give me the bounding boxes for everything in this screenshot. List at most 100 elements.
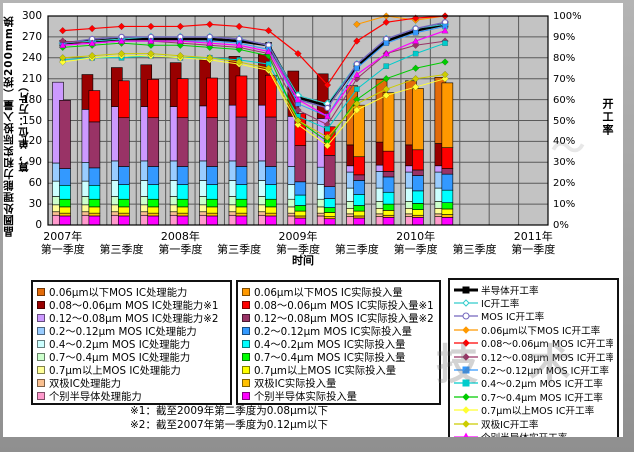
utilization-line	[356, 15, 446, 25]
legend-utilization-item: 0.4～0.2μm MOS IC开工率	[454, 377, 613, 390]
input-bar-segment	[323, 216, 336, 220]
legend-swatch-icon	[37, 287, 45, 296]
legend-label: 0.2～0.12μm MOS IC处理能力	[49, 326, 197, 337]
line-marker	[235, 58, 243, 66]
legend-swatch-icon	[242, 365, 250, 374]
line-marker	[353, 37, 361, 45]
legend-input-item: 0.08～0.06μm MOS IC实际投入量※1	[242, 298, 435, 311]
line-marker	[117, 49, 126, 58]
legend-capacity-item: 0.4～0.2μm MOS IC处理能力	[37, 337, 226, 350]
legend-capacity-item: 个别半导体处理能力	[37, 389, 226, 402]
line-marker	[442, 40, 448, 47]
input-bar-segment	[353, 104, 365, 158]
legend-input-item: 0.12～0.08μm MOS IC实际投入量※2	[242, 311, 435, 324]
line-marker	[264, 64, 273, 73]
input-bar-segment	[176, 184, 189, 200]
utilization-line	[62, 15, 446, 86]
line-marker	[353, 106, 361, 114]
line-marker	[323, 133, 332, 141]
x-axis-year-label: 2011年	[513, 230, 553, 243]
line-marker	[382, 74, 390, 83]
line-marker	[117, 22, 126, 31]
x-axis-quarter-label: 第一季度	[393, 243, 438, 256]
line-marker	[324, 104, 331, 112]
legend-swatch-icon	[242, 378, 250, 387]
input-bar-segment	[412, 203, 424, 210]
legend-swatch-icon	[242, 300, 250, 309]
input-bar-segment	[206, 206, 218, 214]
footnote-1: ※1：截至2009年第二季度为0.08μm以下	[130, 405, 328, 417]
legend-label: 双极IC开工率	[481, 419, 539, 431]
input-bar-segment	[147, 79, 160, 119]
legend-swatch-icon	[242, 313, 250, 322]
legend-line-icon	[454, 379, 478, 387]
right-axis-tick: 50%	[553, 115, 576, 127]
line-marker	[441, 70, 449, 79]
input-bar-segment	[265, 166, 277, 185]
input-bar-segment	[59, 206, 71, 214]
legend-label: 0.2～0.12μm MOS IC开工率	[481, 366, 609, 377]
input-bar-segment	[235, 215, 248, 226]
legend-label: 0.08～0.06μm MOS IC开工率※1	[481, 339, 613, 350]
legend-utilization-item: 0.2～0.12μm MOS IC开工率	[454, 363, 613, 377]
legend-swatch-icon	[37, 326, 45, 335]
line-marker	[294, 95, 302, 103]
left-axis-tick: 300	[21, 10, 42, 22]
line-marker	[147, 49, 155, 58]
input-bar-segment	[147, 212, 160, 217]
legend-swatch-icon	[242, 391, 250, 400]
legend-label: 0.7～0.4μm MOS IC实际投入量	[254, 352, 406, 363]
input-bar-segment	[323, 212, 336, 217]
line-marker	[411, 64, 420, 73]
line-marker	[176, 51, 185, 60]
input-bar-segment	[88, 198, 101, 208]
legend-capacity-item: 0.7～0.4μm MOS IC处理能力	[37, 350, 226, 363]
legend-input-item: 双极IC实际投入量	[242, 376, 435, 389]
input-bar-segment	[382, 210, 395, 216]
x-axis-year-label: 2007年	[43, 230, 83, 243]
legend-line-icon	[454, 339, 478, 347]
legend-swatch-icon	[242, 339, 250, 348]
left-axis-tick: 210	[21, 72, 42, 85]
footnotes: ※1：截至2009年第二季度为0.08μm以下 ※2：截至2007年第一季度为0…	[130, 405, 328, 432]
input-bar-segment	[353, 205, 365, 212]
input-bar-segment	[118, 198, 130, 208]
input-bar-segment	[323, 218, 336, 226]
line-marker	[353, 86, 360, 93]
legend-utilization: 半导体开工率 IC开工率 MOS IC开工率 0.06μm以下MOS IC开工率 0.0…	[448, 278, 619, 437]
right-axis-title: 开工率	[601, 98, 614, 137]
input-bar-segment	[206, 215, 218, 226]
input-bar-segment	[235, 206, 248, 214]
right-axis-tick: 20%	[553, 178, 576, 190]
input-bar-segment	[206, 166, 218, 185]
line-marker	[88, 24, 96, 33]
line-marker	[235, 41, 243, 49]
line-marker	[411, 83, 420, 91]
legend-utilization-item: IC开工率	[454, 296, 613, 310]
input-bar-segment	[88, 184, 101, 200]
x-axis-year-label: 2010年	[396, 230, 436, 243]
legend-capacity-item: 0.08～0.06μm MOS IC处理能力※1	[37, 298, 226, 311]
input-bar-segment	[88, 212, 101, 217]
input-bar-segment	[235, 75, 248, 118]
input-bar-segment	[323, 155, 336, 187]
legend-utilization-item: 0.7μm以上MOS IC开工率	[454, 404, 613, 417]
input-bar-segment	[176, 206, 189, 214]
input-bar-segment	[294, 113, 307, 146]
input-bar-segment	[323, 186, 336, 199]
line-marker	[353, 65, 360, 72]
input-bar-segment	[206, 117, 218, 167]
input-bar-segment	[294, 145, 307, 183]
line-marker	[176, 37, 184, 44]
x-axis-quarter-label: 第三季度	[334, 243, 379, 256]
input-bar-segment	[147, 166, 160, 185]
input-bar-segment	[382, 203, 395, 211]
input-bar-segment	[59, 168, 71, 186]
right-axis-tick: 80%	[553, 52, 576, 64]
utilization-line	[62, 30, 446, 118]
legend-input-item: 0.7～0.4μm MOS IC实际投入量	[242, 350, 435, 363]
legend-input-item: 0.2～0.12μm MOS IC实际投入量	[242, 324, 435, 337]
legend-line-icon	[454, 393, 478, 401]
input-bar-segment	[206, 184, 218, 200]
input-bar-segment	[412, 190, 424, 204]
